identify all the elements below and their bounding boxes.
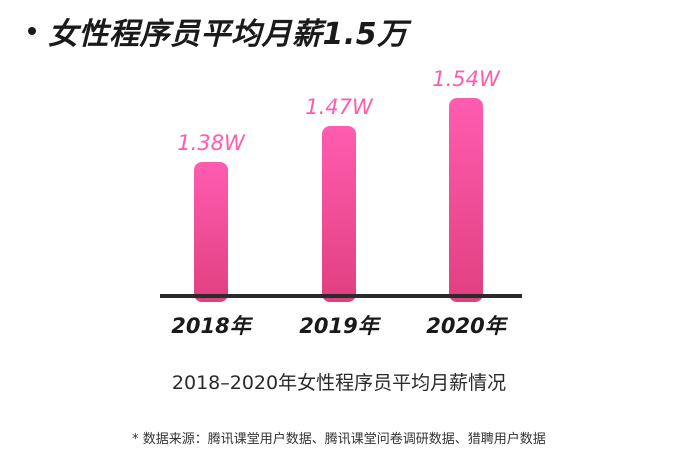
bullet-dot bbox=[28, 27, 36, 35]
headline: 女性程序员平均月薪1.5万 bbox=[28, 10, 408, 52]
x-tick-label: 2020年 bbox=[426, 314, 508, 338]
bar-value-label: 1.54W bbox=[432, 67, 501, 91]
x-tick-label: 2018年 bbox=[171, 314, 253, 338]
bar-value-label: 1.38W bbox=[177, 131, 246, 155]
bar-2020年 bbox=[449, 98, 483, 302]
bar-value-label: 1.47W bbox=[305, 95, 374, 119]
chart-caption: 2018–2020年女性程序员平均月薪情况 bbox=[171, 372, 507, 394]
bar-2018年 bbox=[194, 162, 228, 302]
data-source-note: * 数据来源：腾讯课堂用户数据、腾讯课堂问卷调研数据、猎聘用户数据 bbox=[132, 432, 546, 447]
bar-2019年 bbox=[322, 126, 356, 302]
x-tick-label: 2019年 bbox=[299, 314, 381, 338]
headline-text: 女性程序员平均月薪1.5万 bbox=[48, 17, 408, 52]
